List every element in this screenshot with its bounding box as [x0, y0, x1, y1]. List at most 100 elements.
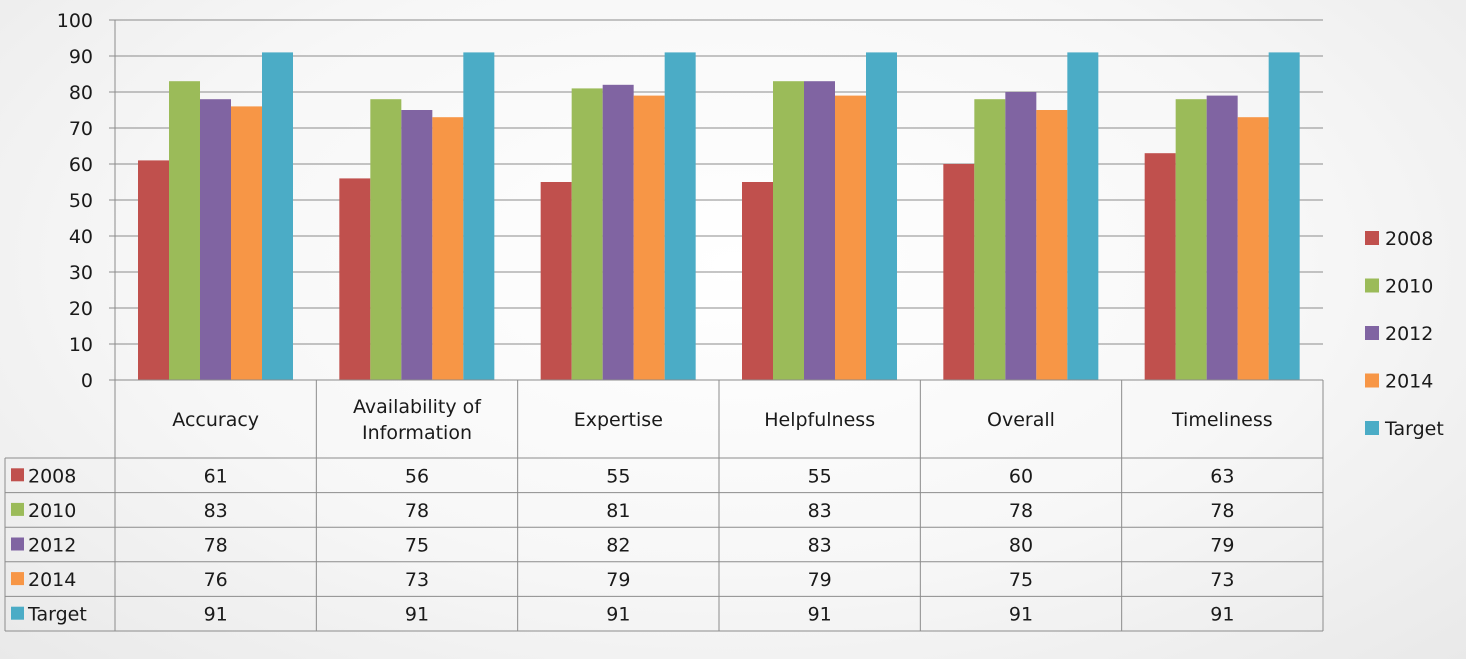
legend-swatch-2014: [1365, 373, 1379, 388]
bar-target-4: [1067, 52, 1099, 381]
cell-value: 79: [1210, 535, 1234, 557]
bar-2012-1: [401, 110, 433, 380]
cell-value: 91: [606, 604, 630, 626]
cell-value: 91: [808, 604, 832, 626]
cell-value: 78: [204, 535, 228, 557]
cell-value: 79: [606, 569, 630, 591]
cell-value: 83: [204, 500, 228, 522]
bar-2008-4: [943, 164, 975, 380]
y-tick-label: 60: [69, 154, 93, 176]
bar-2012-4: [1005, 92, 1037, 380]
row-key-2008: [11, 468, 24, 482]
y-tick-label: 40: [69, 226, 93, 248]
y-tick-label: 70: [69, 118, 93, 140]
row-key-2014: [11, 572, 24, 586]
legend-swatch-target: [1365, 421, 1379, 435]
category-label: Availability of: [353, 396, 482, 418]
bar-2008-5: [1144, 153, 1176, 380]
bar-2014-1: [432, 117, 464, 380]
row-label: Target: [27, 604, 87, 626]
cell-value: 75: [1009, 569, 1033, 591]
row-key-2010: [11, 502, 24, 516]
y-tick-label: 30: [69, 262, 93, 284]
bar-2010-0: [169, 81, 200, 380]
bar-2014-2: [633, 95, 665, 380]
y-tick-label: 100: [57, 10, 93, 32]
category-label: Expertise: [574, 409, 663, 431]
bar-2010-1: [370, 99, 402, 380]
category-label: Information: [362, 422, 472, 444]
cell-value: 91: [405, 604, 429, 626]
cell-value: 61: [204, 465, 228, 487]
y-tick-label: 0: [81, 370, 93, 392]
cell-value: 83: [808, 500, 832, 522]
row-key-target: [11, 606, 24, 620]
cell-value: 56: [405, 465, 429, 487]
cell-value: 76: [204, 569, 228, 591]
y-tick-label: 50: [69, 190, 93, 212]
cell-value: 73: [1210, 569, 1234, 591]
bar-2010-3: [773, 81, 804, 380]
legend-label: 2008: [1385, 228, 1433, 250]
bar-2010-5: [1175, 99, 1207, 380]
y-tick-label: 80: [69, 82, 93, 104]
cell-value: 78: [1210, 500, 1234, 522]
cell-value: 80: [1009, 535, 1033, 557]
legend-label: 2012: [1385, 323, 1433, 345]
bar-2012-2: [602, 84, 634, 381]
y-tick-label: 10: [69, 334, 93, 356]
cell-value: 82: [606, 535, 630, 557]
cell-value: 75: [405, 535, 429, 557]
cell-value: 78: [1009, 500, 1033, 522]
category-label: Helpfulness: [764, 409, 875, 431]
bar-2012-3: [804, 81, 835, 380]
cell-value: 55: [808, 465, 832, 487]
bar-2014-4: [1036, 110, 1068, 380]
legend-swatch-2012: [1365, 326, 1379, 340]
y-tick-label: 90: [69, 46, 93, 68]
data-table: Accuracy Availability of Information Expert…: [4, 379, 1324, 632]
cell-value: 81: [606, 500, 630, 522]
category-label: Overall: [987, 409, 1055, 431]
legend-label: Target: [1384, 418, 1444, 440]
cell-value: 60: [1009, 465, 1033, 487]
cell-value: 83: [808, 535, 832, 557]
y-tick-label: 20: [69, 298, 93, 320]
cell-value: 91: [204, 604, 228, 626]
bar-target-5: [1268, 52, 1300, 381]
bar-2008-3: [742, 182, 773, 380]
bar-2014-0: [231, 106, 262, 381]
row-label: 2014: [28, 569, 76, 591]
bar-2014-3: [835, 95, 866, 380]
gridlines: [115, 19, 1323, 381]
row-label: 2010: [28, 500, 76, 522]
legend-swatch-2010: [1365, 278, 1379, 293]
bar-2012-0: [200, 99, 231, 380]
bar-2008-0: [138, 160, 169, 380]
row-key-2012: [11, 537, 24, 551]
cell-value: 91: [1009, 604, 1033, 626]
bar-2012-5: [1206, 95, 1238, 380]
legend-swatch-2008: [1365, 231, 1379, 245]
category-label: Accuracy: [172, 409, 259, 431]
y-axis: 0 10 20 30 40 50 60 70 80 90 100: [57, 10, 116, 392]
bars: [138, 52, 1300, 381]
bar-2010-2: [571, 88, 603, 381]
cell-value: 73: [405, 569, 429, 591]
bar-target-3: [866, 52, 897, 381]
cell-value: 78: [405, 500, 429, 522]
legend: 2008 2010 2012 2014 Target: [1365, 228, 1444, 440]
row-label: 2012: [28, 535, 76, 557]
bar-2008-2: [540, 182, 572, 380]
cell-value: 63: [1210, 465, 1234, 487]
bar-target-1: [463, 52, 495, 381]
bar-2008-1: [339, 178, 371, 380]
bar-2014-5: [1237, 117, 1269, 380]
cell-value: 79: [808, 569, 832, 591]
bar-2010-4: [974, 99, 1006, 380]
category-label: Timeliness: [1171, 409, 1273, 431]
legend-label: 2014: [1385, 371, 1433, 393]
bar-target-0: [262, 52, 293, 381]
row-label: 2008: [28, 465, 76, 487]
